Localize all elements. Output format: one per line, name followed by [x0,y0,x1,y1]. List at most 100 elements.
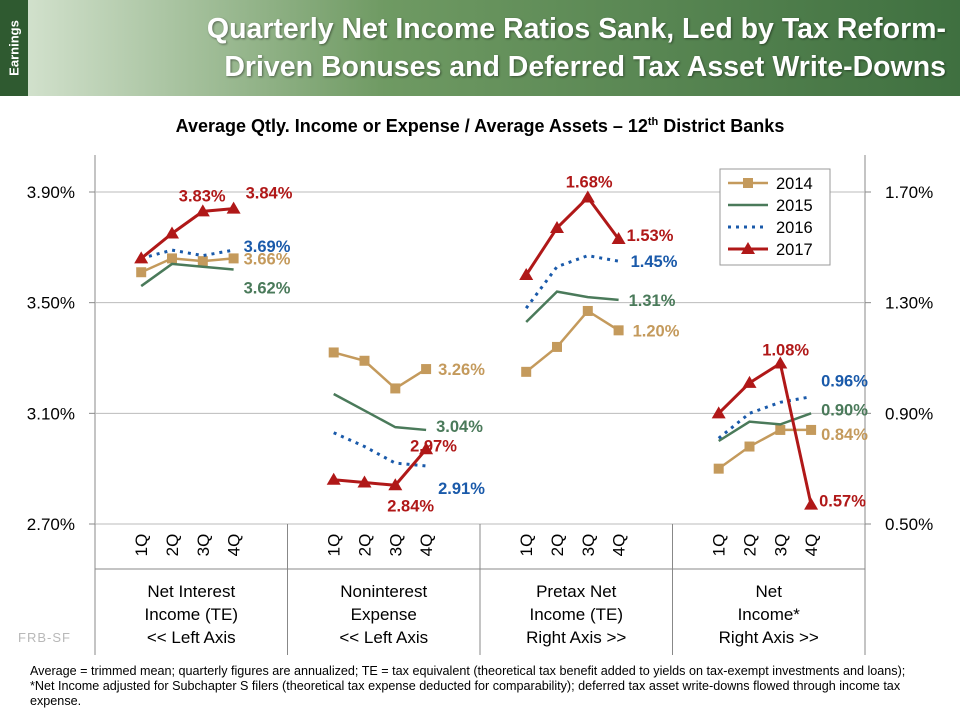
quarter-tick-label: 2Q [163,534,182,557]
title-line-1: Quarterly Net Income Ratios Sank, Led by… [206,13,946,45]
group-category-label: Right Axis >> [526,628,626,647]
data-label: 0.57% [819,493,866,511]
data-label: 3.69% [244,238,291,256]
group-category-label: << Left Axis [147,628,236,647]
quarter-tick-label: 1Q [517,534,536,557]
data-label: 1.08% [762,342,809,360]
quarter-tick-label: 2Q [356,534,375,557]
data-point-2014 [167,253,177,264]
right-tick-label: 1.30% [885,294,933,313]
data-point-2014 [806,424,817,435]
data-point-2014 [390,383,401,394]
data-point-2014 [552,341,562,352]
data-point-2017 [550,220,564,233]
legend-label-2014: 2014 [776,175,813,193]
data-point-2017 [742,375,757,388]
data-point-2017 [195,204,210,217]
data-label: 1.31% [629,292,676,310]
data-point-2017 [773,356,788,369]
subtitle-superscript: th [647,116,659,128]
data-label: 3.26% [438,361,485,379]
series-line-2014 [333,351,427,390]
group-category-label: Income (TE) [144,605,238,624]
data-label: 1.68% [566,174,613,192]
legend: 2014 2015 2016 2017 [719,168,831,266]
left-tick-label: 2.70% [27,515,75,534]
data-point-2014 [421,364,432,375]
series-line-2017 [717,361,813,505]
series-line-2016 [140,248,234,260]
data-point-2014 [521,366,532,377]
data-label: 0.90% [821,401,868,419]
data-point-2014 [713,463,724,474]
quarter-tick-label: 3Q [771,534,790,557]
series-line-2016 [524,254,619,310]
data-point-2017 [711,406,726,419]
right-tick-label: 1.70% [885,183,933,202]
data-label: 3.66% [244,250,291,268]
data-point-2017 [519,268,534,280]
chart-subtitle: Average Qtly. Income or Expense / Averag… [0,116,960,137]
data-point-2017 [580,190,595,203]
quarter-tick-label: 2Q [741,534,760,557]
legend-marker-2014 [743,178,753,188]
series-line-2014 [525,309,620,373]
series-line-2017 [524,195,620,276]
series-line-2017 [333,448,428,487]
legend-label-2015: 2015 [776,197,813,215]
data-label: 2.84% [387,497,434,515]
group-category-label: Income (TE) [529,605,623,624]
quarter-tick-label: 3Q [579,534,598,557]
data-point-2014 [136,267,147,278]
group-category-label: Expense [351,605,417,624]
quarter-tick-label: 3Q [386,534,405,557]
series-line-2017 [140,207,234,260]
series-line-2016 [333,431,427,468]
series-line-2015 [718,412,812,443]
data-point-2017 [226,201,241,214]
data-point-2014 [775,424,786,435]
quarter-tick-label: 1Q [325,534,344,557]
legend-marker-2017 [741,242,755,254]
data-label: 2.97% [410,437,457,455]
series-line-2015 [140,262,234,288]
data-label: 3.84% [246,185,293,203]
group-category-label: Noninterest [340,582,427,601]
series-line-2014 [140,257,234,274]
title-line-2: Driven Bonuses and Deferred Tax Asset Wr… [224,51,946,83]
quarter-tick-label: 4Q [417,534,436,557]
quarter-tick-label: 4Q [802,534,821,557]
data-label: 3.04% [436,418,483,436]
quarter-tick-label: 1Q [710,534,729,557]
data-point-2017 [165,226,179,239]
group-category-label: Income* [738,605,801,624]
header-banner: Earnings Quarterly Net Income Ratios San… [0,0,960,96]
group-category-label: Pretax Net [536,582,617,601]
subtitle-tail: District Banks [658,116,785,136]
data-point-2017 [134,251,149,264]
data-point-2017 [357,475,372,488]
quarter-tick-label: 3Q [194,534,213,557]
data-label: 3.83% [179,187,226,205]
data-point-2017 [611,232,626,245]
legend-label-2017: 2017 [776,241,813,259]
quarter-tick-label: 4Q [610,534,629,557]
data-point-2014 [228,253,239,264]
quarter-tick-label: 2Q [548,534,567,557]
right-tick-label: 0.90% [885,404,933,423]
data-point-2014 [359,355,370,366]
footnote: Average = trimmed mean; quarterly figure… [30,664,906,708]
watermark: FRB-SF [18,630,71,645]
subtitle-main: Average Qtly. Income or Expense / Averag… [175,116,648,136]
data-point-2014 [613,325,624,336]
group-category-label: Net [756,582,783,601]
left-tick-label: 3.90% [27,183,75,202]
right-tick-label: 0.50% [885,515,933,534]
quarter-tick-label: 4Q [225,534,244,557]
data-point-2014 [197,256,208,267]
quarter-tick-label: 1Q [132,534,151,557]
data-label: 0.84% [821,426,868,444]
data-point-2014 [744,441,755,452]
data-point-2017 [388,478,403,491]
